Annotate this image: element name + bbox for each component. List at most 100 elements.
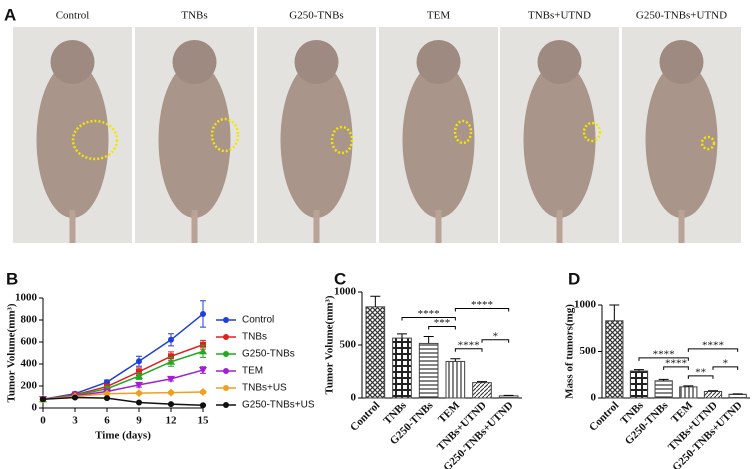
marker [72, 394, 78, 401]
marker [167, 388, 175, 397]
marker [199, 388, 207, 397]
photo-label: TNBs [181, 10, 207, 22]
significance-label: * [723, 357, 729, 369]
y-tick-label: 200 [21, 380, 38, 392]
x-tick-label: 15 [198, 415, 210, 427]
mouse-tail [313, 210, 320, 243]
y-tick-label: 1000 [334, 286, 357, 298]
x-tick-label: 3 [72, 415, 78, 427]
significance-label: **** [418, 308, 440, 320]
mouse-head [172, 40, 217, 84]
y-tick-label: 400 [21, 358, 38, 370]
significance-bracket [663, 366, 689, 370]
bar [472, 382, 492, 399]
panel-label: A [4, 5, 16, 24]
mouse-body [402, 62, 475, 218]
legend-marker [223, 334, 229, 340]
panel-label: C [334, 269, 346, 288]
significance-bracket [428, 326, 456, 330]
error-bar [634, 369, 644, 372]
significance-bracket [481, 339, 510, 343]
y-axis-label: Tumor Volume(mm³) [6, 303, 18, 402]
marker [135, 381, 143, 389]
mouse-head [294, 40, 339, 84]
significance-bracket [638, 357, 689, 361]
marker [167, 375, 175, 383]
mouse-body [523, 62, 596, 218]
mouse-head [537, 40, 582, 84]
error-bar [423, 336, 434, 344]
photo-label: TNBs+UTND [528, 10, 591, 22]
x-axis-label: Time (days) [95, 430, 151, 442]
photo-label: Control [56, 10, 90, 22]
bar [629, 370, 649, 399]
significance-label: **** [702, 339, 724, 351]
marker [136, 399, 142, 406]
mouse-head [416, 40, 461, 84]
x-tick-label: 6 [104, 415, 110, 427]
error-bar [658, 378, 669, 381]
y-axis-label: Mass of tumors(mg) [564, 304, 576, 399]
marker [167, 357, 175, 365]
legend-label: TNBs+US [242, 383, 287, 394]
marker [200, 310, 206, 317]
bar [365, 306, 386, 399]
panel-label: B [6, 269, 18, 288]
error-bar [503, 394, 514, 396]
photo-label: G250-TNBs [289, 10, 343, 22]
y-axis-label: Tumor Volume(mm³) [324, 295, 336, 394]
legend-marker [223, 402, 229, 408]
significance-bracket [454, 308, 510, 312]
significance-label: **** [471, 299, 493, 311]
marker [135, 389, 143, 398]
marker [104, 395, 110, 402]
legend-marker [223, 368, 229, 374]
tumor-outline [582, 121, 602, 143]
legend-label: TEM [242, 366, 263, 377]
mouse-head [50, 40, 95, 84]
error-bar [477, 381, 487, 383]
significance-bracket [687, 375, 714, 379]
error-bar [683, 385, 694, 387]
y-tick-label: 1000 [574, 299, 597, 311]
mouse-tail [556, 210, 563, 243]
marker [135, 372, 143, 380]
mouse-tail [191, 210, 198, 243]
marker [200, 341, 206, 348]
mouse-tail [678, 210, 685, 243]
y-tick-label: 1000 [15, 292, 38, 304]
y-tick-label: 0 [351, 392, 357, 404]
error-bar [708, 390, 718, 392]
marker [199, 347, 207, 355]
bar [654, 380, 673, 399]
error-bar [609, 304, 620, 321]
bar [679, 386, 698, 399]
marker [168, 336, 174, 343]
significance-label: **** [665, 357, 687, 369]
bar [445, 360, 466, 399]
legend-marker [223, 351, 229, 357]
y-tick-label: 0 [32, 402, 38, 414]
x-tick-label: Control [348, 399, 382, 433]
significance-bracket [687, 348, 739, 352]
bar [498, 395, 519, 399]
series-line [42, 391, 204, 400]
marker [136, 368, 142, 375]
bar [418, 342, 439, 399]
bar [392, 337, 412, 399]
mouse-tail [69, 210, 76, 243]
photo-label: G250-TNBs+UTND [636, 10, 727, 22]
bar [728, 393, 747, 399]
significance-bracket [454, 348, 483, 352]
panel-label: D [568, 269, 580, 288]
tumor-outline [210, 117, 240, 153]
significance-label: * [493, 330, 499, 342]
y-tick-label: 500 [580, 345, 597, 357]
marker [103, 389, 111, 398]
error-bar [450, 358, 461, 362]
y-tick-label: 600 [21, 336, 38, 348]
photo-label: TEM [427, 10, 450, 22]
significance-label: **** [653, 348, 675, 360]
series-line [42, 396, 204, 406]
